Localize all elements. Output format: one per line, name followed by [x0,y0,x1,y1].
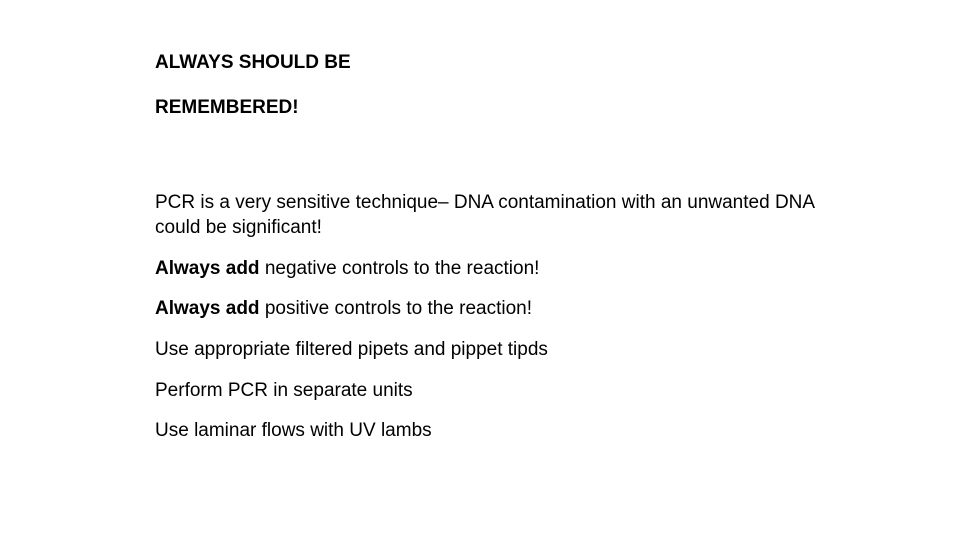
paragraph-4: Use appropriate filtered pipets and pipp… [155,338,860,363]
paragraph-3-rest: positive controls to the reaction! [260,298,532,319]
title-line-1: ALWAYS SHOULD BE [155,50,860,77]
slide-title-block: ALWAYS SHOULD BE REMEMBERED! [155,50,860,121]
paragraph-2-bold: Always add [155,258,260,279]
paragraph-3-bold: Always add [155,298,260,319]
paragraph-1: PCR is a very sensitive technique– DNA c… [155,191,860,240]
title-line-2: REMEMBERED! [155,95,860,122]
paragraph-6: Use laminar flows with UV lambs [155,419,860,444]
paragraph-2-rest: negative controls to the reaction! [260,258,540,279]
paragraph-3: Always add positive controls to the reac… [155,297,860,322]
paragraph-5: Perform PCR in separate units [155,379,860,404]
paragraph-2: Always add negative controls to the reac… [155,257,860,282]
